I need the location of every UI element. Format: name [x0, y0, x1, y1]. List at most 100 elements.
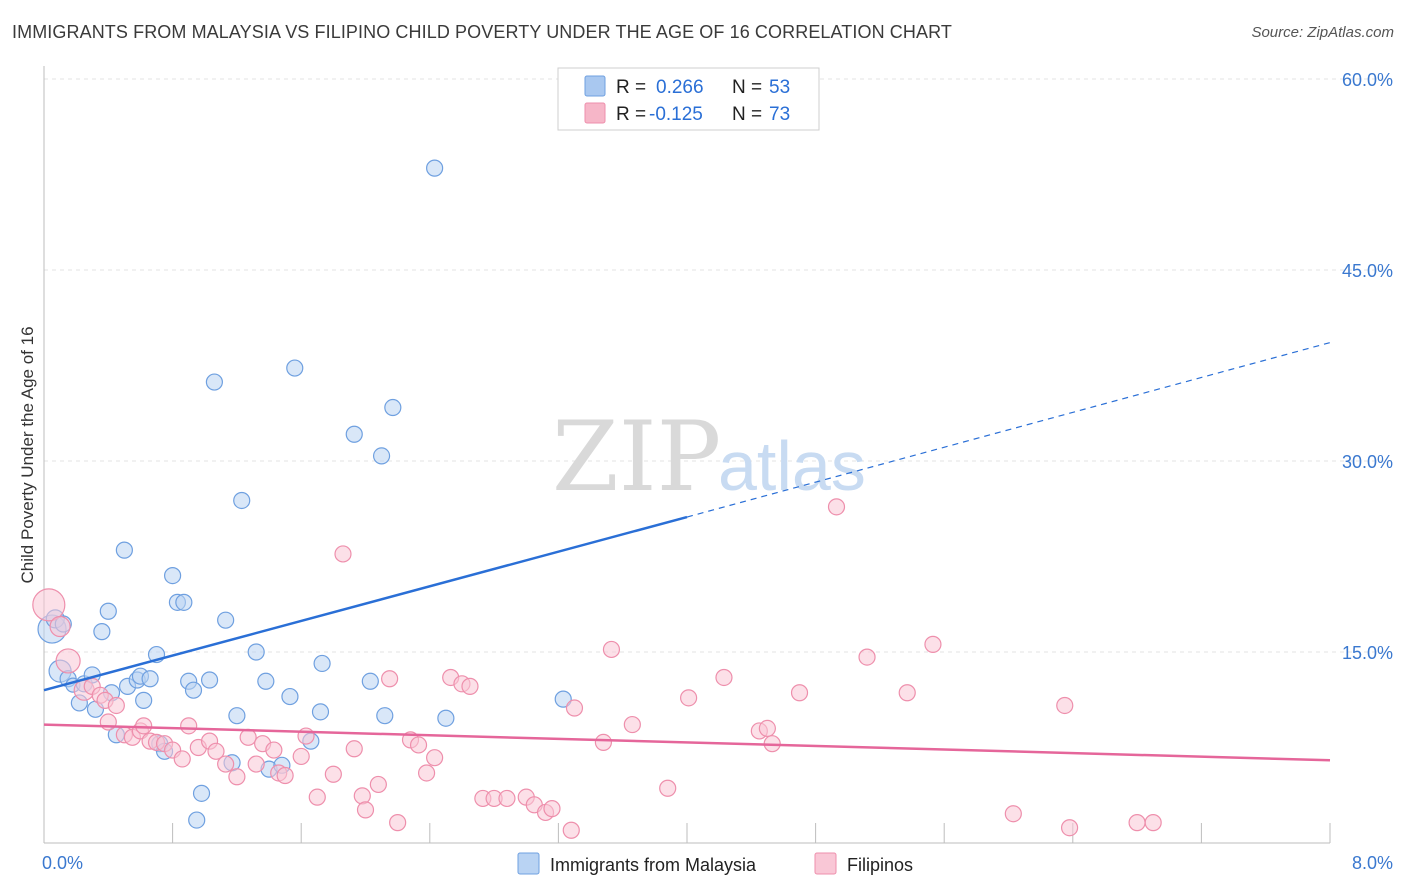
point-malaysia: [257, 672, 275, 690]
point-malaysia: [247, 643, 265, 661]
point-filipinos: [543, 800, 561, 818]
point-filipinos: [790, 684, 809, 702]
point-filipinos: [180, 717, 198, 735]
point-filipinos: [498, 789, 516, 808]
legend-r-label-2: R =: [616, 104, 646, 125]
legend-label-malaysia: Immigrants from Malaysia: [550, 855, 757, 875]
point-malaysia: [99, 602, 117, 620]
point-filipinos: [228, 768, 246, 786]
point-malaysia: [228, 707, 246, 725]
watermark-zip: ZIP: [552, 401, 721, 513]
legend-n-label-1: N =: [732, 77, 762, 98]
point-malaysia: [311, 703, 330, 721]
point-filipinos: [758, 719, 776, 738]
point-filipinos: [827, 498, 846, 516]
y-tick-label: 60.0%: [1342, 70, 1393, 90]
point-filipinos: [345, 740, 363, 758]
point-filipinos: [369, 775, 387, 794]
point-malaysia: [361, 672, 379, 690]
legend-swatch-bottom-malaysia: [517, 852, 540, 875]
point-filipinos: [107, 696, 125, 715]
point-filipinos: [32, 588, 66, 622]
point-filipinos: [389, 814, 407, 832]
tick-labels: 15.0% 30.0% 45.0% 60.0% 0.0% 8.0%: [42, 70, 1393, 873]
point-filipinos: [562, 821, 580, 839]
point-malaysia: [200, 671, 219, 689]
point-filipinos: [207, 742, 225, 760]
point-filipinos: [659, 779, 677, 797]
point-filipinos: [715, 668, 733, 687]
point-filipinos: [594, 733, 613, 752]
trend-lines: [43, 342, 1331, 762]
point-filipinos: [1128, 814, 1146, 832]
legend-n-label-2: N =: [732, 104, 762, 125]
point-filipinos: [173, 750, 191, 768]
point-malaysia: [345, 425, 363, 443]
point-malaysia: [164, 566, 182, 585]
point-malaysia: [233, 491, 251, 510]
point-malaysia: [554, 690, 572, 708]
series-legend: Immigrants from Malaysia Filipinos: [517, 852, 913, 875]
point-malaysia: [93, 623, 111, 641]
point-filipinos: [49, 615, 71, 638]
trend-line-malaysia: [43, 515, 688, 692]
point-filipinos: [898, 684, 916, 702]
y-tick-label: 15.0%: [1342, 643, 1393, 663]
legend-r-label-1: R =: [616, 77, 646, 98]
legend-label-filipinos: Filipinos: [847, 855, 913, 875]
point-filipinos: [334, 545, 352, 563]
point-malaysia: [376, 707, 394, 725]
data-points: [32, 159, 1162, 839]
point-malaysia: [141, 670, 159, 688]
legend-n-value-2: 73: [769, 104, 790, 125]
point-malaysia: [372, 447, 391, 465]
chart-source: Source: ZipAtlas.com: [1251, 24, 1394, 41]
correlation-legend: R = 0.266 N = 53 R = -0.125 N = 73: [557, 67, 820, 131]
x-tick-label: 0.0%: [42, 853, 83, 873]
legend-swatch-malaysia: [584, 75, 606, 97]
point-filipinos: [1144, 814, 1162, 832]
x-tick-label: 8.0%: [1352, 853, 1393, 873]
point-malaysia: [384, 398, 402, 417]
legend-r-value-2: -0.125: [649, 104, 703, 125]
point-filipinos: [1060, 819, 1079, 837]
point-malaysia: [286, 359, 304, 377]
point-malaysia: [281, 687, 299, 706]
point-filipinos: [602, 640, 621, 659]
point-filipinos: [308, 788, 326, 806]
trend-line-malaysia-extension: [686, 342, 1331, 518]
point-malaysia: [426, 159, 444, 177]
grid-lines: [44, 78, 1392, 653]
point-malaysia: [184, 681, 203, 699]
point-filipinos: [426, 749, 444, 767]
point-filipinos: [353, 787, 371, 805]
point-filipinos: [265, 741, 283, 759]
point-filipinos: [858, 648, 876, 666]
point-filipinos: [1056, 696, 1074, 715]
y-tick-label: 30.0%: [1342, 452, 1393, 472]
point-filipinos: [276, 766, 294, 785]
point-filipinos: [135, 717, 153, 735]
point-filipinos: [680, 689, 698, 707]
y-axis-label: Child Poverty Under the Age of 16: [18, 326, 37, 583]
point-malaysia: [115, 541, 133, 559]
y-tick-label: 45.0%: [1342, 261, 1393, 281]
point-filipinos: [247, 755, 265, 773]
legend-swatch-filipinos: [584, 102, 606, 124]
point-filipinos: [356, 801, 375, 819]
point-filipinos: [324, 765, 342, 783]
chart-title: IMMIGRANTS FROM MALAYSIA VS FILIPINO CHI…: [12, 22, 952, 42]
watermark-atlas: atlas: [718, 427, 866, 505]
legend-swatch-bottom-filipinos: [814, 852, 837, 875]
point-filipinos: [417, 764, 436, 782]
point-filipinos: [623, 715, 641, 734]
point-filipinos: [239, 728, 257, 746]
point-malaysia: [135, 691, 153, 709]
point-malaysia: [192, 784, 211, 802]
point-filipinos: [55, 648, 81, 674]
point-malaysia: [217, 611, 235, 629]
point-filipinos: [924, 635, 942, 653]
point-filipinos: [217, 755, 235, 773]
point-filipinos: [381, 670, 399, 688]
